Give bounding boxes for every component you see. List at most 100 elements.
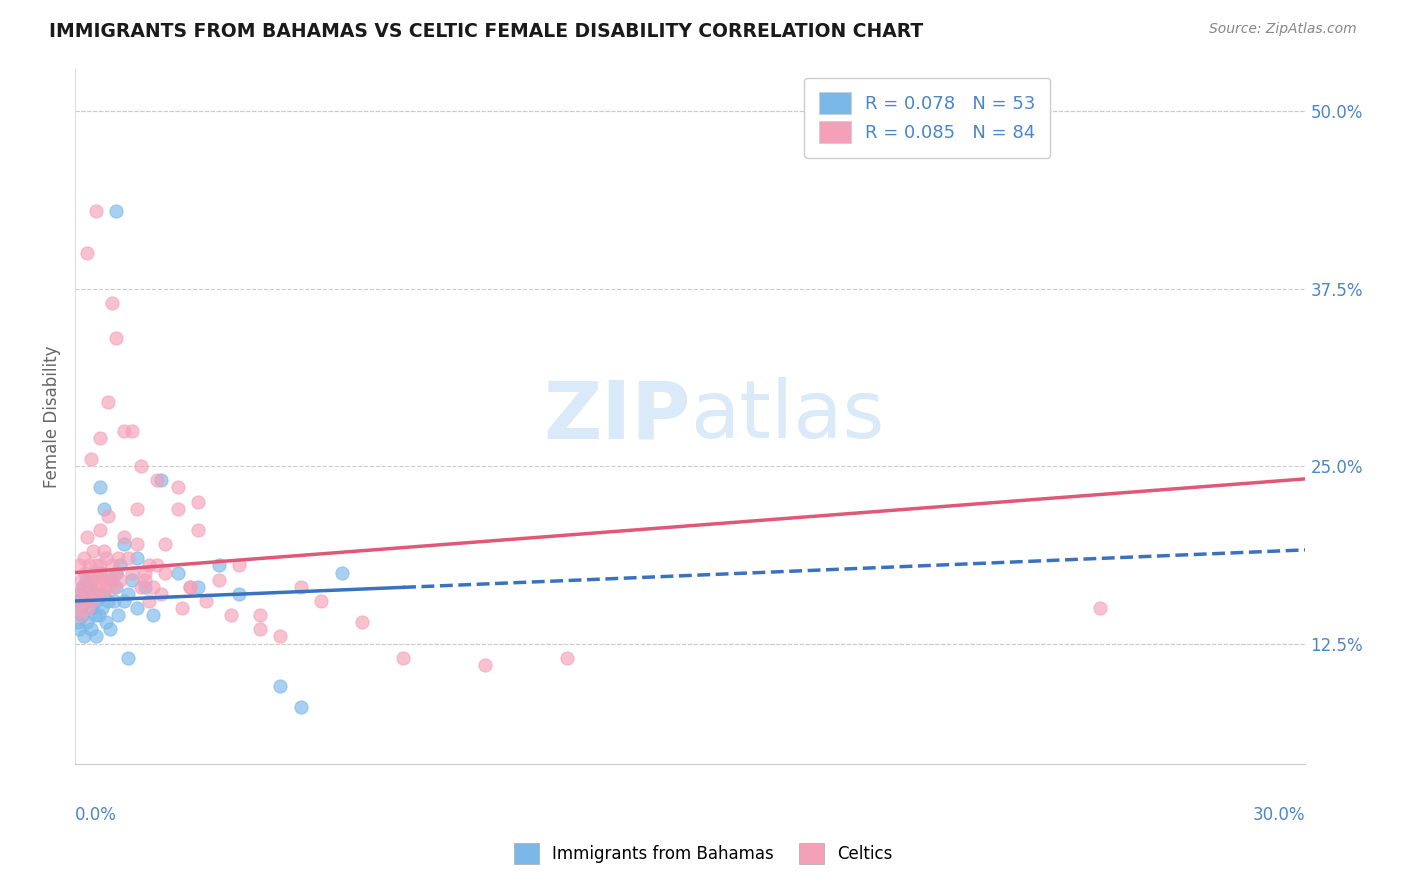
Point [103,594,125,608]
Point [67,623,90,637]
Point [166,566,188,580]
Point [70,573,93,587]
Text: 30.0%: 30.0% [1253,806,1305,824]
Point [72,594,94,608]
Point [108,558,131,573]
Point [87,608,110,623]
Point [76,246,98,260]
Point [76,587,98,601]
Point [103,580,125,594]
Point [89,566,111,580]
Point [82,587,104,601]
Point [187,494,209,508]
Text: atlas: atlas [690,377,884,456]
Point [83,608,105,623]
Point [474,657,496,672]
Point [82,573,104,587]
Point [269,679,291,693]
Point [125,551,148,566]
Point [121,424,143,438]
Point [146,558,169,573]
Point [105,566,128,580]
Text: ZIP: ZIP [543,377,690,456]
Point [89,480,111,494]
Point [69,587,91,601]
Point [90,601,112,615]
Point [117,587,139,601]
Legend: Immigrants from Bahamas, Celtics: Immigrants from Bahamas, Celtics [508,837,898,871]
Point [107,608,129,623]
Point [269,630,291,644]
Point [207,573,229,587]
Point [170,601,193,615]
Y-axis label: Female Disability: Female Disability [44,345,60,488]
Point [112,530,135,544]
Point [93,501,115,516]
Point [187,523,209,537]
Point [79,601,101,615]
Point [105,566,128,580]
Point [67,558,90,573]
Point [121,573,143,587]
Point [117,650,139,665]
Point [155,537,177,551]
Point [76,615,98,630]
Point [195,594,218,608]
Point [87,580,110,594]
Point [75,566,97,580]
Point [112,424,135,438]
Point [94,551,117,566]
Point [69,608,91,623]
Point [84,594,107,608]
Point [98,623,121,637]
Point [86,573,108,587]
Point [80,580,103,594]
Point [72,608,94,623]
Point [93,573,115,587]
Point [125,537,148,551]
Point [93,587,115,601]
Point [73,630,96,644]
Point [249,608,271,623]
Point [67,615,90,630]
Point [101,558,124,573]
Point [219,608,242,623]
Point [187,580,209,594]
Point [309,594,332,608]
Point [142,608,165,623]
Point [228,558,250,573]
Point [125,501,148,516]
Point [89,558,111,573]
Point [179,580,201,594]
Point [97,594,120,608]
Point [94,615,117,630]
Point [79,558,101,573]
Point [129,580,152,594]
Point [228,587,250,601]
Point [101,295,124,310]
Point [105,580,128,594]
Point [73,551,96,566]
Point [249,623,271,637]
Point [108,573,131,587]
Point [166,501,188,516]
Point [112,594,135,608]
Point [1090,601,1112,615]
Point [150,587,173,601]
Point [555,650,578,665]
Point [90,566,112,580]
Point [101,573,124,587]
Point [290,580,312,594]
Point [86,630,108,644]
Point [179,580,201,594]
Point [84,587,107,601]
Point [91,587,114,601]
Point [107,551,129,566]
Point [75,594,97,608]
Point [121,566,143,580]
Point [138,594,160,608]
Point [105,203,128,218]
Legend: R = 0.078   N = 53, R = 0.085   N = 84: R = 0.078 N = 53, R = 0.085 N = 84 [804,78,1050,158]
Point [67,601,90,615]
Point [72,580,94,594]
